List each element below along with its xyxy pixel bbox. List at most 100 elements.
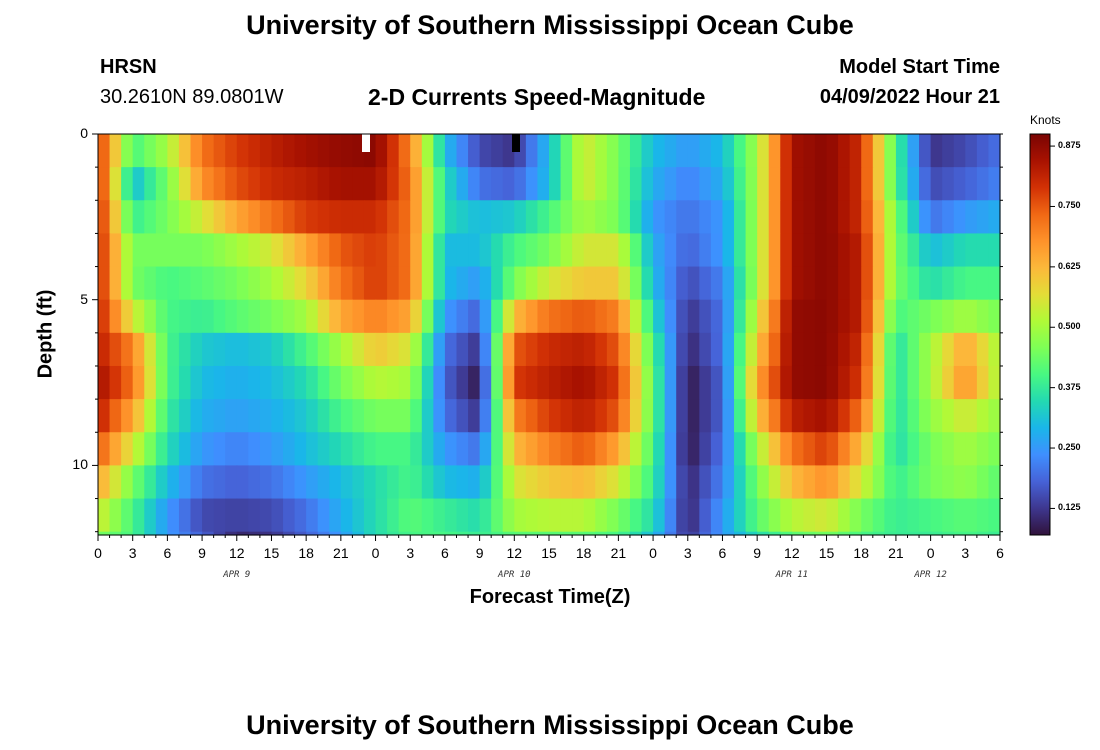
heatmap-cell bbox=[861, 332, 874, 367]
heatmap-cell bbox=[178, 465, 192, 500]
heatmap-cell bbox=[768, 432, 781, 466]
heatmap-cell bbox=[699, 498, 712, 533]
heatmap-cell bbox=[387, 167, 400, 201]
heatmap-cell bbox=[167, 134, 180, 168]
heatmap-cell bbox=[225, 531, 238, 536]
y-tick-label: 5 bbox=[80, 290, 88, 307]
heatmap-cell bbox=[248, 332, 261, 367]
heatmap-cell bbox=[618, 399, 631, 433]
station-name: HRSN bbox=[100, 56, 157, 78]
heatmap-cell bbox=[687, 365, 700, 400]
heatmap-cell bbox=[491, 167, 504, 201]
heatmap-cell bbox=[583, 365, 596, 400]
heatmap-cell bbox=[444, 399, 458, 433]
heatmap-cell bbox=[525, 233, 539, 268]
heatmap-cell bbox=[294, 365, 307, 400]
heatmap-cell bbox=[907, 399, 920, 433]
heatmap-cell bbox=[803, 266, 816, 301]
colorbar bbox=[1029, 133, 1051, 536]
heatmap-cell bbox=[178, 531, 192, 536]
heatmap-cell bbox=[710, 432, 724, 466]
heatmap-cell bbox=[919, 432, 932, 466]
heatmap-cell bbox=[456, 134, 469, 168]
heatmap-cell bbox=[155, 332, 168, 367]
heatmap-cell bbox=[444, 266, 458, 301]
heatmap-cell bbox=[410, 233, 423, 268]
heatmap-cell bbox=[849, 299, 862, 334]
heatmap-cell bbox=[225, 332, 238, 367]
heatmap-cell bbox=[283, 134, 296, 168]
station-coordinates: 30.2610N 89.0801W bbox=[100, 86, 284, 108]
heatmap-cell bbox=[144, 531, 157, 536]
heatmap-cell bbox=[780, 233, 793, 268]
heatmap-cell bbox=[329, 498, 342, 533]
heatmap-cell bbox=[283, 266, 296, 301]
heatmap-cell bbox=[259, 365, 273, 400]
heatmap-cell bbox=[780, 134, 793, 168]
heatmap-cell bbox=[155, 465, 168, 500]
heatmap-cell bbox=[468, 266, 481, 301]
heatmap-cell bbox=[283, 531, 296, 536]
heatmap-cell bbox=[849, 266, 862, 301]
heatmap-cell bbox=[213, 498, 226, 533]
heatmap-cell bbox=[780, 266, 793, 301]
heatmap-cell bbox=[826, 332, 839, 367]
heatmap-cell bbox=[109, 332, 122, 367]
heatmap-cell bbox=[629, 299, 643, 334]
heatmap-cell bbox=[514, 299, 527, 334]
heatmap-cell bbox=[491, 465, 504, 500]
heatmap-cell bbox=[814, 332, 828, 367]
heatmap-cell bbox=[167, 233, 180, 268]
colorbar-tick-label: 0.375 bbox=[1058, 381, 1081, 392]
y-tick-label: 10 bbox=[72, 456, 88, 473]
heatmap-cell bbox=[398, 332, 411, 367]
heatmap-cell bbox=[502, 167, 515, 201]
heatmap-cell bbox=[583, 266, 596, 301]
heatmap-cell bbox=[895, 134, 909, 168]
date-label: APR 10 bbox=[498, 570, 531, 580]
heatmap-cell bbox=[884, 465, 897, 500]
heatmap-cell bbox=[768, 266, 781, 301]
heatmap-cell bbox=[872, 399, 885, 433]
heatmap-cell bbox=[329, 332, 342, 367]
heatmap-cell bbox=[352, 299, 365, 334]
heatmap-cell bbox=[271, 332, 284, 367]
heatmap-cell bbox=[861, 465, 874, 500]
heatmap-cell bbox=[653, 332, 666, 367]
heatmap-cell bbox=[456, 365, 469, 400]
heatmap-cell bbox=[757, 266, 770, 301]
heatmap-cell bbox=[317, 299, 330, 334]
heatmap-cell bbox=[572, 399, 585, 433]
heatmap-cell bbox=[375, 299, 388, 334]
heatmap-cell bbox=[595, 531, 608, 536]
heatmap-cell bbox=[768, 299, 781, 334]
heatmap-cell bbox=[479, 498, 492, 533]
heatmap-cell bbox=[132, 399, 145, 433]
heatmap-cell bbox=[329, 134, 342, 168]
heatmap-cell bbox=[248, 399, 261, 433]
heatmap-cell bbox=[155, 432, 168, 466]
heatmap-cell bbox=[132, 299, 145, 334]
heatmap-cell bbox=[641, 399, 654, 433]
colorbar-tick-label: 0.750 bbox=[1058, 200, 1081, 211]
heatmap-cell bbox=[537, 233, 550, 268]
heatmap-cell bbox=[722, 233, 735, 268]
heatmap-cell bbox=[213, 399, 226, 433]
heatmap-cell bbox=[826, 134, 839, 168]
heatmap-cell bbox=[502, 465, 515, 500]
heatmap-cell bbox=[606, 266, 619, 301]
heatmap-cell bbox=[502, 531, 515, 536]
heatmap-cell bbox=[907, 332, 920, 367]
heatmap-cell bbox=[965, 465, 978, 500]
heatmap-cell bbox=[502, 134, 515, 168]
heatmap-cell bbox=[514, 266, 527, 301]
heatmap-cell bbox=[167, 167, 180, 201]
heatmap-cell bbox=[814, 498, 828, 533]
heatmap-cell bbox=[676, 432, 689, 466]
heatmap-cell bbox=[294, 167, 307, 201]
heatmap-cell bbox=[653, 266, 666, 301]
heatmap-cell bbox=[595, 167, 608, 201]
heatmap-cell bbox=[202, 531, 215, 536]
heatmap-cell bbox=[780, 531, 793, 536]
heatmap-cell bbox=[537, 299, 550, 334]
